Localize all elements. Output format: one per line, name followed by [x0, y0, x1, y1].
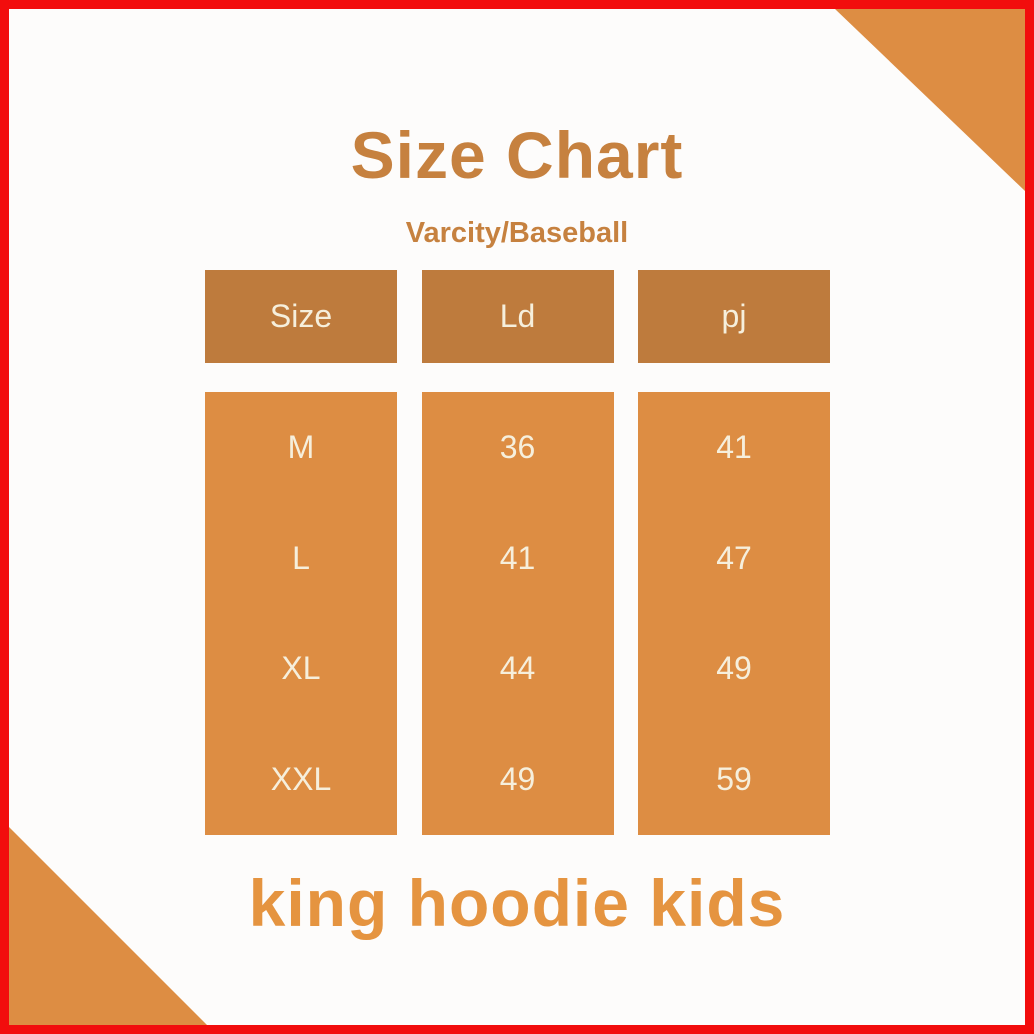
brand-text: king hoodie kids — [248, 866, 786, 940]
table-cell-pj-xl: 49 — [716, 650, 752, 687]
table-column-size: Size M L XL XXL — [205, 270, 397, 835]
page-title: Size Chart — [350, 118, 684, 192]
table-column-ld: Ld 36 41 44 49 — [421, 270, 614, 835]
table-cell-ld-xxl: 49 — [499, 761, 536, 798]
column-header-ld: Ld — [421, 270, 614, 363]
table-cell-size-m: M — [287, 428, 315, 465]
table-cell-size-xxl: XXL — [270, 761, 332, 798]
size-table: Size M L XL XXL Ld 36 41 44 49 pj 41 47 … — [205, 270, 830, 835]
table-cell-pj-m: 41 — [716, 428, 752, 465]
table-cell-size-xl: XL — [281, 650, 321, 687]
table-column-pj: pj 41 47 49 59 — [638, 270, 830, 835]
column-body-pj: 41 47 49 59 — [638, 392, 830, 835]
table-cell-ld-xl: 44 — [499, 650, 536, 687]
page-subtitle: Varcity/Baseball — [405, 217, 629, 249]
column-header-pj: pj — [638, 270, 830, 363]
column-header-size: Size — [205, 270, 397, 363]
column-body-size: M L XL XXL — [205, 392, 397, 835]
table-cell-ld-l: 41 — [499, 539, 536, 576]
column-body-ld: 36 41 44 49 — [421, 392, 614, 835]
table-cell-ld-m: 36 — [499, 428, 536, 465]
table-cell-pj-xxl: 59 — [716, 761, 752, 798]
table-cell-pj-l: 47 — [716, 539, 752, 576]
table-cell-size-l: L — [292, 539, 310, 576]
